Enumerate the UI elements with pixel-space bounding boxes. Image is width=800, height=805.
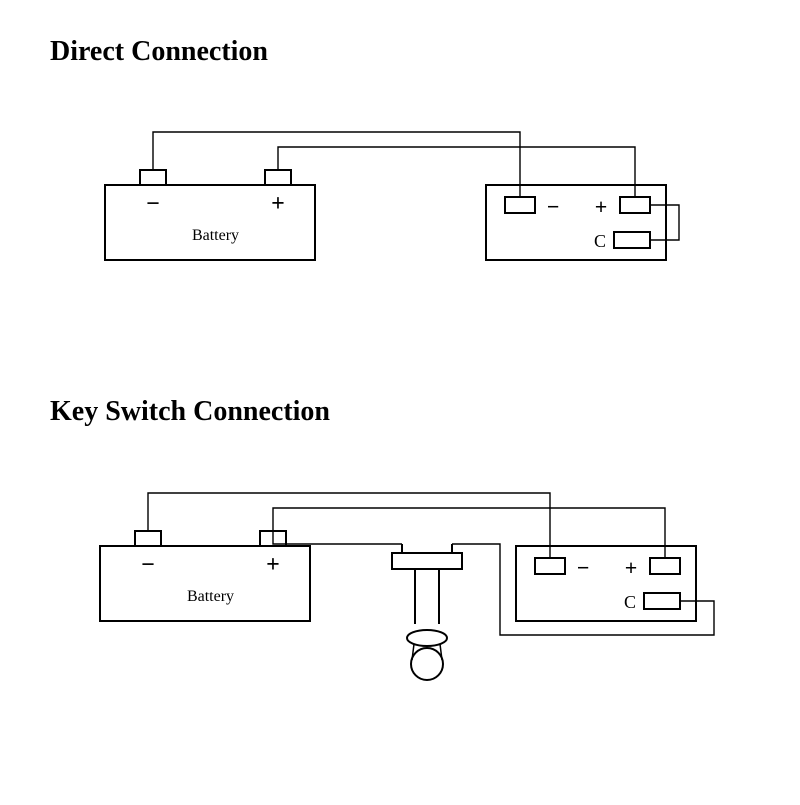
switch-knob [411,648,443,680]
module-c-label: C [594,231,606,251]
module-port-plus [650,558,680,574]
battery-label: Battery [187,588,234,605]
wire [273,508,665,558]
module-port-c [644,593,680,609]
battery-terminal-neg [140,170,166,185]
wire [153,132,520,197]
module-port-c [614,232,650,248]
module-plus-symbol: + [595,194,608,219]
module-port-plus [620,197,650,213]
switch-body [392,553,462,569]
battery-minus-symbol: − [146,191,160,217]
diagram-title: Direct Connection [50,36,268,67]
battery-label: Battery [192,227,239,244]
module-plus-symbol: + [625,555,638,580]
switch-ring [407,630,447,646]
battery-terminal-neg [135,531,161,546]
wiring-diagram: Direct Connection − + Battery − + C Key Switch … [0,0,800,800]
battery-plus-symbol: + [266,552,280,578]
wire [148,493,550,558]
module-minus-symbol: − [547,194,560,219]
module-c-label: C [624,592,636,612]
battery-plus-symbol: + [271,191,285,217]
battery-terminal-pos [265,170,291,185]
module-port-neg [505,197,535,213]
wire [278,147,635,197]
diagram-title: Key Switch Connection [50,396,330,427]
wire [273,531,402,544]
wire [650,205,679,240]
battery-minus-symbol: − [141,552,155,578]
module-port-neg [535,558,565,574]
module-minus-symbol: − [577,555,590,580]
